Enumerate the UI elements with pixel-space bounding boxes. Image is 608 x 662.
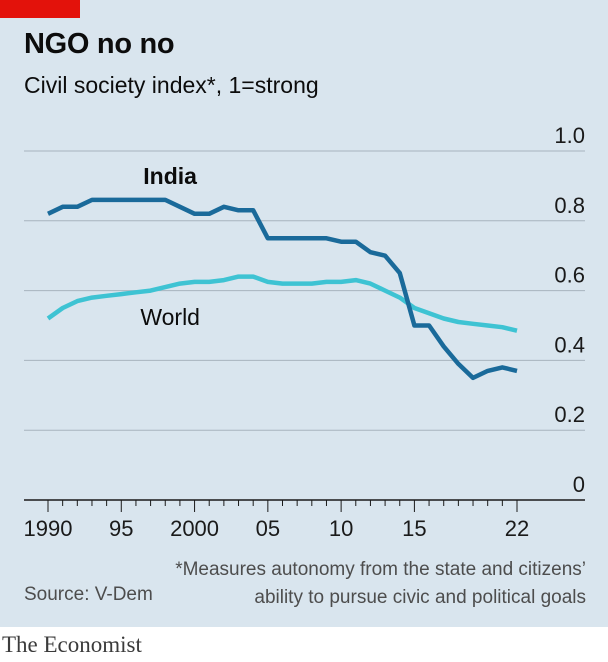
footnote-line-2: ability to pursue civic and political go…	[254, 587, 586, 608]
x-tick-label: 10	[329, 516, 353, 541]
y-tick-label: 0.4	[554, 332, 585, 357]
gridlines	[24, 150, 585, 501]
y-tick-label: 0.6	[554, 263, 585, 288]
y-tick-label: 0.8	[554, 193, 585, 218]
series-labels: India World	[140, 163, 200, 330]
brand-wordmark: The Economist	[2, 632, 142, 657]
footnote-line-1: *Measures autonomy from the state and ci…	[175, 559, 586, 580]
y-tick-label: 0.2	[554, 402, 585, 427]
chart-title: NGO no no	[24, 28, 175, 60]
x-axis: 1990 95 2000 05 10 15 22	[24, 500, 529, 541]
x-tick-label: 1990	[24, 516, 73, 541]
x-tick-label: 95	[109, 516, 133, 541]
footnote: *Measures autonomy from the state and ci…	[175, 556, 586, 612]
x-tick-label: 22	[505, 516, 529, 541]
brand-red-tag	[0, 0, 80, 18]
line-chart: 0 0.2 0.4 0.6 0.8 1.0 1990 95 2000 05 10 15 22 Indi…	[24, 123, 585, 541]
y-axis-ticks: 0 0.2 0.4 0.6 0.8 1.0	[554, 123, 585, 497]
series-label-india: India	[143, 163, 197, 189]
series-line-india	[47, 197, 518, 381]
source-note: Source: V-Dem	[24, 584, 153, 605]
y-tick-label: 1.0	[554, 123, 585, 148]
series-lines	[46, 197, 518, 381]
x-tick-label: 05	[256, 516, 280, 541]
y-tick-label: 0	[573, 472, 585, 497]
x-tick-label: 15	[402, 516, 426, 541]
x-tick-label: 2000	[170, 516, 219, 541]
series-label-world: World	[140, 304, 200, 330]
chart-panel	[0, 0, 608, 627]
series-line-world	[46, 274, 518, 333]
chart-subtitle: Civil society index*, 1=strong	[24, 72, 319, 98]
